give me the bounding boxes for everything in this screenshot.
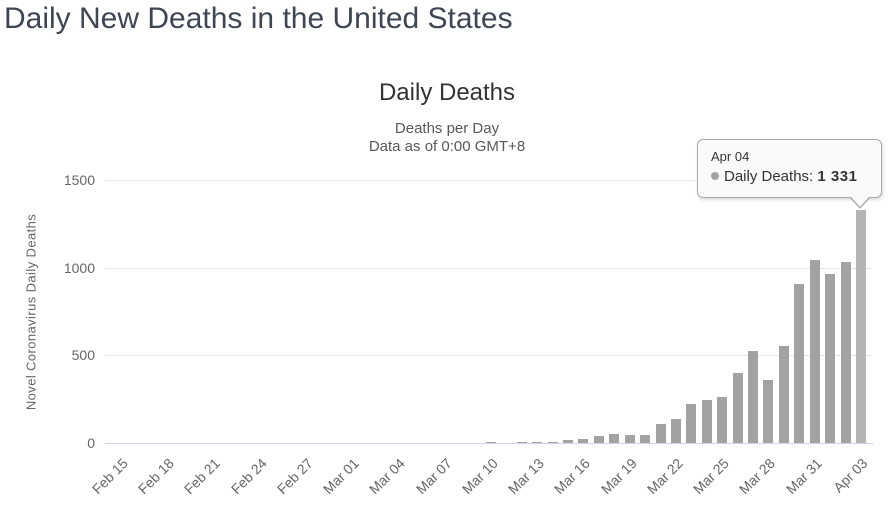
bar[interactable] (624, 435, 635, 443)
bar[interactable] (778, 346, 789, 443)
x-tick-label: Mar 22 (643, 455, 686, 498)
bar[interactable] (532, 442, 543, 443)
bar[interactable] (516, 442, 527, 443)
chart-subtitle-line2: Data as of 0:00 GMT+8 (368, 138, 526, 155)
bar[interactable] (825, 274, 836, 443)
y-tick-label: 500 (71, 347, 95, 364)
y-tick-label: 1000 (63, 259, 95, 276)
x-tick-label: Feb 24 (227, 455, 270, 498)
bar[interactable] (794, 284, 805, 443)
series-marker-icon (711, 172, 719, 180)
bar[interactable] (547, 442, 558, 443)
bar[interactable] (609, 434, 620, 443)
x-tick-label: Mar 31 (782, 455, 825, 498)
bar[interactable] (640, 435, 651, 443)
x-tick-label: Mar 25 (689, 455, 733, 498)
tooltip-series-label: Daily Deaths: (724, 168, 814, 185)
bar[interactable] (748, 351, 759, 443)
x-tick-label: Apr 03 (830, 455, 871, 496)
bar[interactable] (732, 373, 743, 443)
gridline (105, 267, 872, 269)
x-tick-label: Feb 27 (273, 455, 316, 498)
bar[interactable] (485, 442, 496, 443)
x-tick-label: Mar 28 (736, 455, 779, 498)
x-tick-label: Mar 10 (458, 455, 501, 498)
x-tick-label: Mar 04 (366, 455, 409, 498)
bar[interactable] (840, 262, 851, 443)
x-tick-label: Mar 13 (504, 455, 548, 498)
y-tick-label: 0 (87, 435, 95, 451)
tooltip-value: 1 331 (817, 168, 858, 185)
y-tick-label: 1500 (63, 172, 95, 188)
bar[interactable] (717, 397, 728, 443)
x-tick-label: Feb 15 (88, 455, 131, 498)
gridline (105, 180, 872, 181)
bar[interactable] (578, 439, 589, 443)
tooltip-arrow-icon (850, 197, 869, 207)
gridline (105, 355, 872, 357)
x-tick-label: Feb 18 (134, 455, 177, 498)
tooltip-series-line: Daily Deaths: 1 331 (711, 168, 881, 185)
chart-title: Daily Deaths (378, 79, 516, 106)
chart-subtitle-line1: Deaths per Day (394, 120, 500, 137)
x-axis-line (105, 443, 873, 444)
bar-hovered[interactable] (855, 210, 866, 443)
bar[interactable] (763, 380, 774, 443)
bar[interactable] (655, 424, 666, 443)
x-tick-label: Feb 21 (181, 455, 224, 498)
bar[interactable] (701, 400, 712, 443)
bar[interactable] (670, 419, 681, 443)
x-tick-label: Mar 07 (412, 455, 455, 498)
bar[interactable] (686, 404, 697, 443)
x-tick-label: Mar 16 (551, 455, 594, 498)
tooltip-date: Apr 04 (711, 149, 750, 164)
bar[interactable] (593, 436, 604, 443)
y-axis-title: Novel Coronavirus Daily Deaths (23, 213, 39, 411)
tooltip: Apr 04 Daily Deaths: 1 331 (697, 139, 882, 209)
x-tick-label: Mar 01 (319, 455, 363, 498)
bar[interactable] (809, 260, 820, 443)
bar[interactable] (563, 440, 573, 443)
page-title: Daily New Deaths in the United States (4, 2, 513, 35)
tooltip-content: Apr 04 Daily Deaths: 1 331 (698, 140, 881, 185)
x-tick-label: Mar 19 (597, 455, 640, 498)
